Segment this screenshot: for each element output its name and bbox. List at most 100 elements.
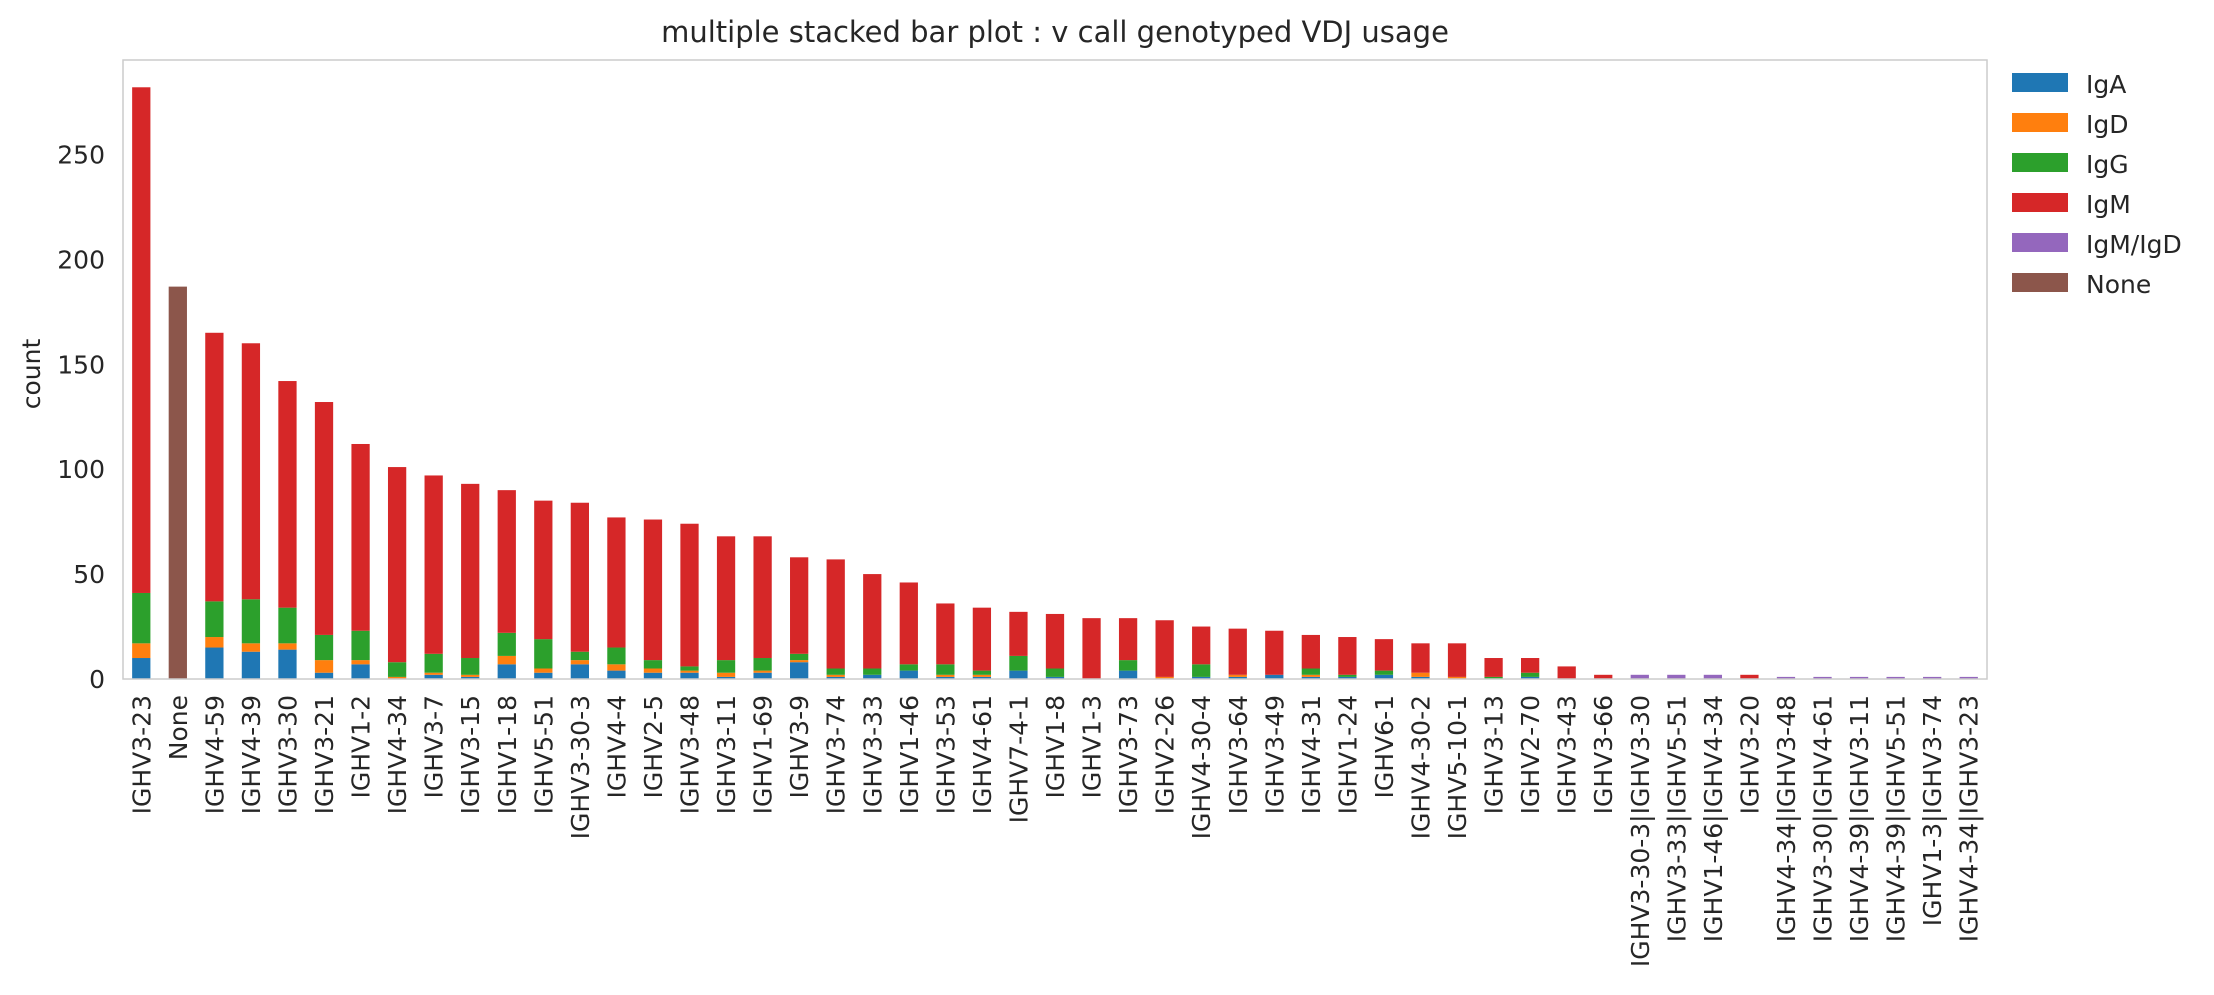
bar-segment: [1082, 618, 1101, 679]
bar-segment: [972, 670, 992, 675]
x-tick-label: IGHV3-23: [127, 695, 156, 814]
x-tick-label: IGHV1-18: [493, 695, 522, 814]
bar-segment: [205, 332, 224, 602]
x-tick-label: IGHV3-48: [676, 695, 705, 814]
bar-segment: [1192, 664, 1211, 677]
x-tick-label: IGHV3-64: [1224, 695, 1253, 814]
y-axis-ticks: 0 50 100 150 200 250: [57, 140, 105, 694]
legend: IgA IgD IgG IgM IgM/IgD None: [2012, 70, 2182, 299]
bar-segment: [607, 647, 626, 665]
x-tick-label: IGHV3-43: [1553, 695, 1582, 814]
bar-segment: [1045, 676, 1065, 679]
x-tick-label: IGHV1-46|IGHV4-34: [1699, 695, 1728, 942]
bar-segment: [716, 536, 736, 661]
x-tick-label: IGHV3-53: [931, 695, 960, 814]
x-tick-label: IGHV3-11: [712, 695, 741, 814]
x-tick-label: IGHV1-3: [1078, 695, 1107, 798]
bar-segment: [972, 674, 992, 677]
bar-segment: [424, 672, 443, 675]
bar-segment: [278, 649, 297, 679]
bar-segment: [570, 660, 589, 665]
bar-segment: [1923, 676, 1942, 679]
bar-segment: [826, 668, 845, 675]
bar-segment: [1338, 637, 1357, 675]
bar-segment: [1374, 670, 1394, 675]
x-tick-label: None: [164, 695, 193, 760]
bar-segment: [863, 674, 882, 679]
x-tick-label: IGHV4-39: [237, 695, 266, 814]
bar-segment: [534, 672, 553, 679]
bar-segment: [497, 655, 516, 665]
legend-swatch: [2012, 73, 2068, 92]
bar-segment: [205, 647, 224, 679]
x-tick-label: IGHV5-51: [529, 695, 558, 814]
bar-segment: [753, 658, 772, 671]
bar-segment: [497, 632, 516, 656]
bar-segment: [314, 402, 334, 635]
bar-segment: [1521, 676, 1540, 679]
bar-segment: [241, 343, 261, 600]
bar-segment: [753, 672, 772, 679]
chart-title: multiple stacked bar plot : v call genot…: [661, 15, 1449, 49]
bar-segment: [241, 599, 261, 644]
bar-segment: [716, 672, 736, 677]
bar-segment: [1118, 670, 1138, 679]
x-tick-label: IGHV4-59: [200, 695, 229, 814]
bar-segment: [351, 630, 370, 661]
bar-segment: [534, 668, 553, 673]
legend-label: None: [2086, 270, 2151, 299]
bar-segment: [1192, 626, 1211, 665]
bar-segment: [351, 443, 370, 631]
bar-segment: [570, 664, 589, 679]
bar-segment: [132, 592, 151, 644]
bar-segment: [534, 500, 553, 640]
bar-segment: [1301, 634, 1320, 669]
bar-segment: [1265, 630, 1284, 675]
bar-segment: [1155, 676, 1174, 679]
bar-segment: [936, 674, 955, 677]
bar-segment: [1594, 674, 1613, 679]
bar-segment: [1484, 658, 1503, 677]
bar-segment: [1849, 676, 1869, 679]
legend-swatch: [2012, 193, 2068, 212]
bar-segment: [241, 651, 261, 679]
bar-segment: [132, 643, 151, 659]
bar-segment: [1009, 611, 1028, 656]
bar-segment: [643, 660, 663, 669]
bar-segment: [314, 634, 334, 661]
bar-segment: [607, 670, 626, 679]
bar-segment: [680, 672, 699, 679]
bar-segment: [1484, 676, 1503, 679]
x-tick-label: IGHV3-15: [456, 695, 485, 814]
bar-segment: [790, 653, 809, 661]
bars-layer: [132, 87, 1978, 679]
bar-segment: [936, 676, 955, 679]
x-tick-label: IGHV2-5: [639, 695, 668, 798]
x-tick-label: IGHV3-20: [1735, 695, 1764, 814]
bar-segment: [1776, 676, 1796, 679]
bar-segment: [790, 660, 809, 663]
bar-segment: [314, 672, 334, 679]
bar-segment: [936, 603, 955, 665]
x-tick-label: IGHV4-39|IGHV5-51: [1882, 695, 1911, 942]
bar-segment: [936, 664, 955, 675]
bar-segment: [753, 670, 772, 673]
bar-segment: [534, 639, 553, 669]
bar-segment: [278, 607, 297, 644]
bar-segment: [387, 676, 407, 679]
x-tick-label: IGHV3-30|IGHV4-61: [1809, 695, 1838, 942]
x-tick-label: IGHV3-7: [420, 695, 449, 798]
x-tick-label: IGHV4-39|IGHV3-11: [1845, 695, 1874, 942]
bar-segment: [790, 557, 809, 654]
x-axis-ticks: IGHV3-23 None IGHV4-59 IGHV4-39 IGHV3-30 IGHV…: [127, 695, 1983, 967]
bar-segment: [168, 286, 187, 679]
bar-segment: [1521, 672, 1540, 677]
legend-swatch: [2012, 153, 2068, 172]
bar-segment: [1338, 674, 1357, 677]
bar-segment: [1740, 674, 1759, 679]
bar-segment: [1192, 676, 1211, 679]
bar-segment: [680, 666, 699, 671]
x-tick-label: IGHV3-33|IGHV5-51: [1662, 695, 1691, 942]
x-tick-label: IGHV3-21: [310, 695, 339, 814]
bar-segment: [863, 574, 882, 669]
